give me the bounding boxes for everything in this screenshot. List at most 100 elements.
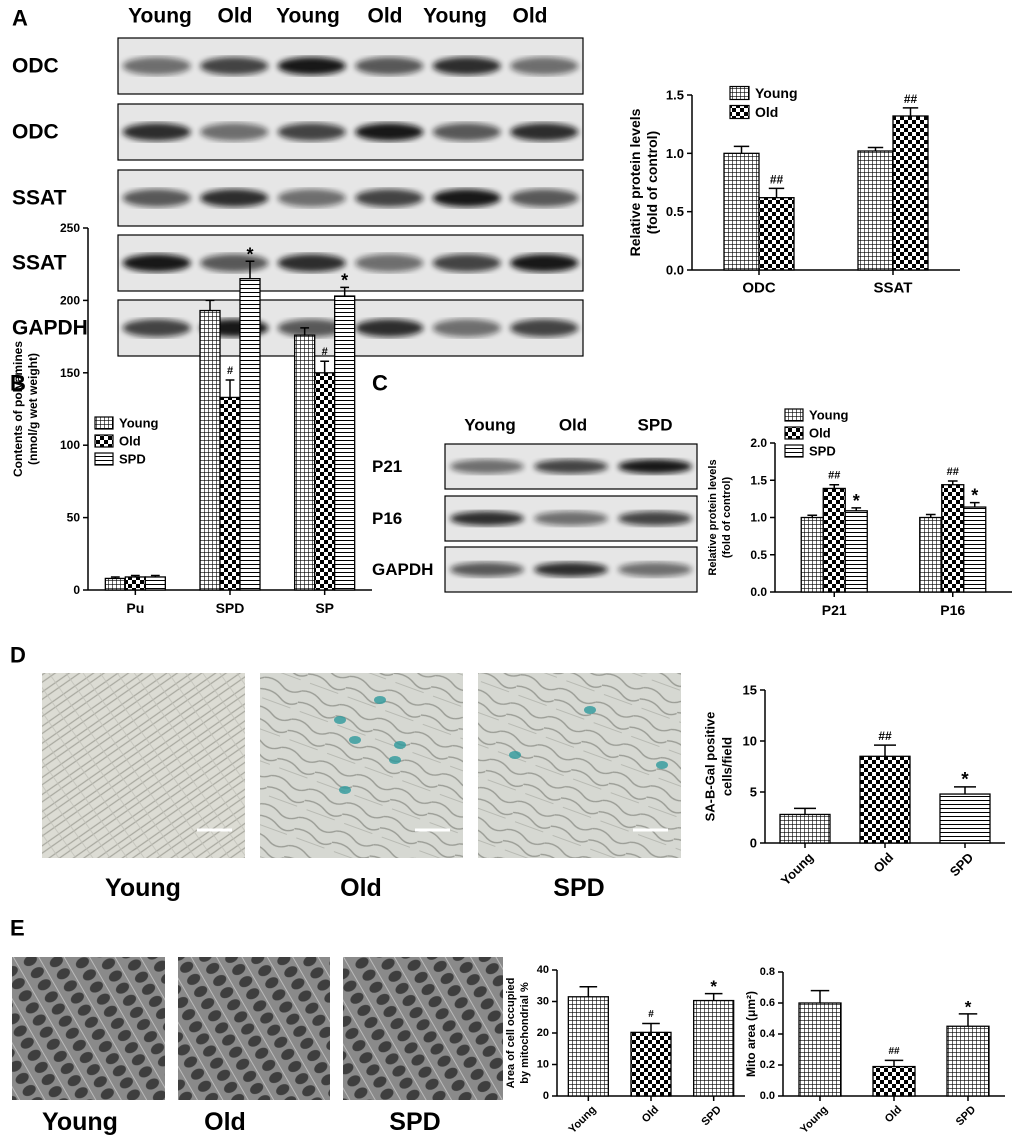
legend-label: Young — [809, 408, 849, 423]
y-tick-label: 20 — [537, 1027, 549, 1039]
legend-swatch — [94, 434, 114, 448]
significance-mark: # — [648, 1009, 654, 1020]
bar — [859, 755, 911, 844]
significance-mark: * — [965, 997, 972, 1016]
x-tick-label: SPD — [699, 1104, 724, 1129]
blot-band — [534, 562, 608, 577]
error-bar — [340, 286, 350, 297]
bar — [800, 516, 824, 593]
error-bar — [867, 146, 884, 151]
bar — [693, 999, 735, 1097]
bar — [872, 1065, 916, 1097]
x-tick-label: P21 — [822, 602, 847, 618]
error-bar — [851, 507, 862, 511]
blot-band — [122, 123, 191, 141]
x-tick-label: Young — [566, 1104, 598, 1136]
bar — [199, 309, 221, 591]
blot-row-label: P21 — [372, 457, 402, 476]
blot-row — [117, 37, 584, 95]
micrograph-caption: Old — [340, 874, 382, 902]
bar — [779, 813, 831, 844]
y-tick-label: 250 — [60, 221, 80, 235]
error-bar — [300, 327, 310, 336]
y-tick-label: 0.5 — [666, 204, 684, 219]
bar — [314, 372, 336, 591]
bar — [919, 516, 943, 593]
bar — [239, 278, 261, 591]
bar — [941, 484, 965, 593]
significance-mark: ## — [878, 729, 892, 743]
blot-band — [277, 123, 346, 141]
y-tick-label: 10 — [743, 734, 757, 749]
y-axis-label: (fold of control) — [721, 477, 733, 559]
blot-row — [117, 234, 584, 292]
y-tick-label: 0.8 — [760, 966, 775, 978]
lane-label: Old — [513, 5, 548, 28]
y-tick-label: 50 — [67, 511, 81, 525]
y-tick-label: 0.0 — [750, 585, 767, 599]
x-tick-label: ODC — [742, 280, 776, 297]
x-tick-label: SPD — [216, 600, 245, 616]
y-tick-label: 0 — [73, 583, 80, 597]
legend-swatch — [784, 426, 804, 440]
error-bar — [733, 145, 750, 154]
significance-mark: * — [246, 244, 253, 264]
blot-band — [432, 57, 501, 75]
blot-band — [355, 189, 424, 207]
blot-band — [510, 57, 579, 75]
error-bar — [810, 989, 830, 1003]
y-axis-label: by mitochondrial % — [519, 982, 531, 1084]
micrograph-caption: Young — [105, 874, 181, 902]
bar — [294, 334, 316, 591]
blot-band — [122, 57, 191, 75]
blot-row-label: ODC — [12, 55, 59, 78]
significance-mark: ## — [947, 466, 959, 478]
stain — [394, 741, 406, 749]
bar — [844, 510, 868, 593]
blot-band — [432, 319, 501, 337]
blot-band — [200, 189, 269, 207]
error-bar — [902, 107, 919, 116]
y-tick-label: 1.0 — [750, 511, 767, 525]
legend-label: Young — [755, 85, 798, 101]
y-axis-label: SA-B-Gal positive — [703, 712, 718, 822]
blot-row-label: SSAT — [12, 187, 67, 210]
bar — [798, 1002, 842, 1097]
blot-band — [510, 319, 579, 337]
x-tick-label: SPD — [954, 1104, 979, 1129]
x-tick-label: SPD — [947, 850, 977, 880]
micrograph-caption: Old — [204, 1108, 246, 1136]
error-bar — [768, 187, 785, 198]
y-tick-label: 1.5 — [750, 473, 767, 487]
error-bar — [225, 379, 235, 398]
micrograph — [343, 957, 503, 1100]
bar — [630, 1031, 672, 1097]
blot-band — [277, 189, 346, 207]
bar — [723, 152, 760, 271]
legend-label: Old — [755, 104, 778, 120]
legend-swatch — [784, 444, 804, 458]
error-bar — [829, 483, 840, 489]
x-tick-label: Young — [798, 1104, 830, 1136]
blot-row — [117, 169, 584, 227]
bar — [822, 487, 846, 593]
significance-mark: ## — [770, 172, 784, 186]
blot-band — [450, 459, 524, 474]
y-tick-label: 0 — [750, 836, 757, 851]
blot-band — [277, 254, 346, 272]
y-tick-label: 0 — [543, 1090, 549, 1102]
y-tick-label: 2.0 — [750, 436, 767, 450]
blot-row — [117, 103, 584, 161]
blot-band — [432, 254, 501, 272]
error-bar — [874, 744, 896, 757]
lane-label: SPD — [638, 416, 673, 435]
legend-label: Young — [119, 416, 159, 431]
blot-band — [122, 254, 191, 272]
blot-band — [200, 254, 269, 272]
blot-band — [510, 123, 579, 141]
error-bar — [150, 574, 160, 577]
micrograph-caption: SPD — [553, 874, 604, 902]
blot-band — [510, 254, 579, 272]
y-tick-label: 100 — [60, 438, 80, 452]
error-bar — [947, 480, 958, 485]
